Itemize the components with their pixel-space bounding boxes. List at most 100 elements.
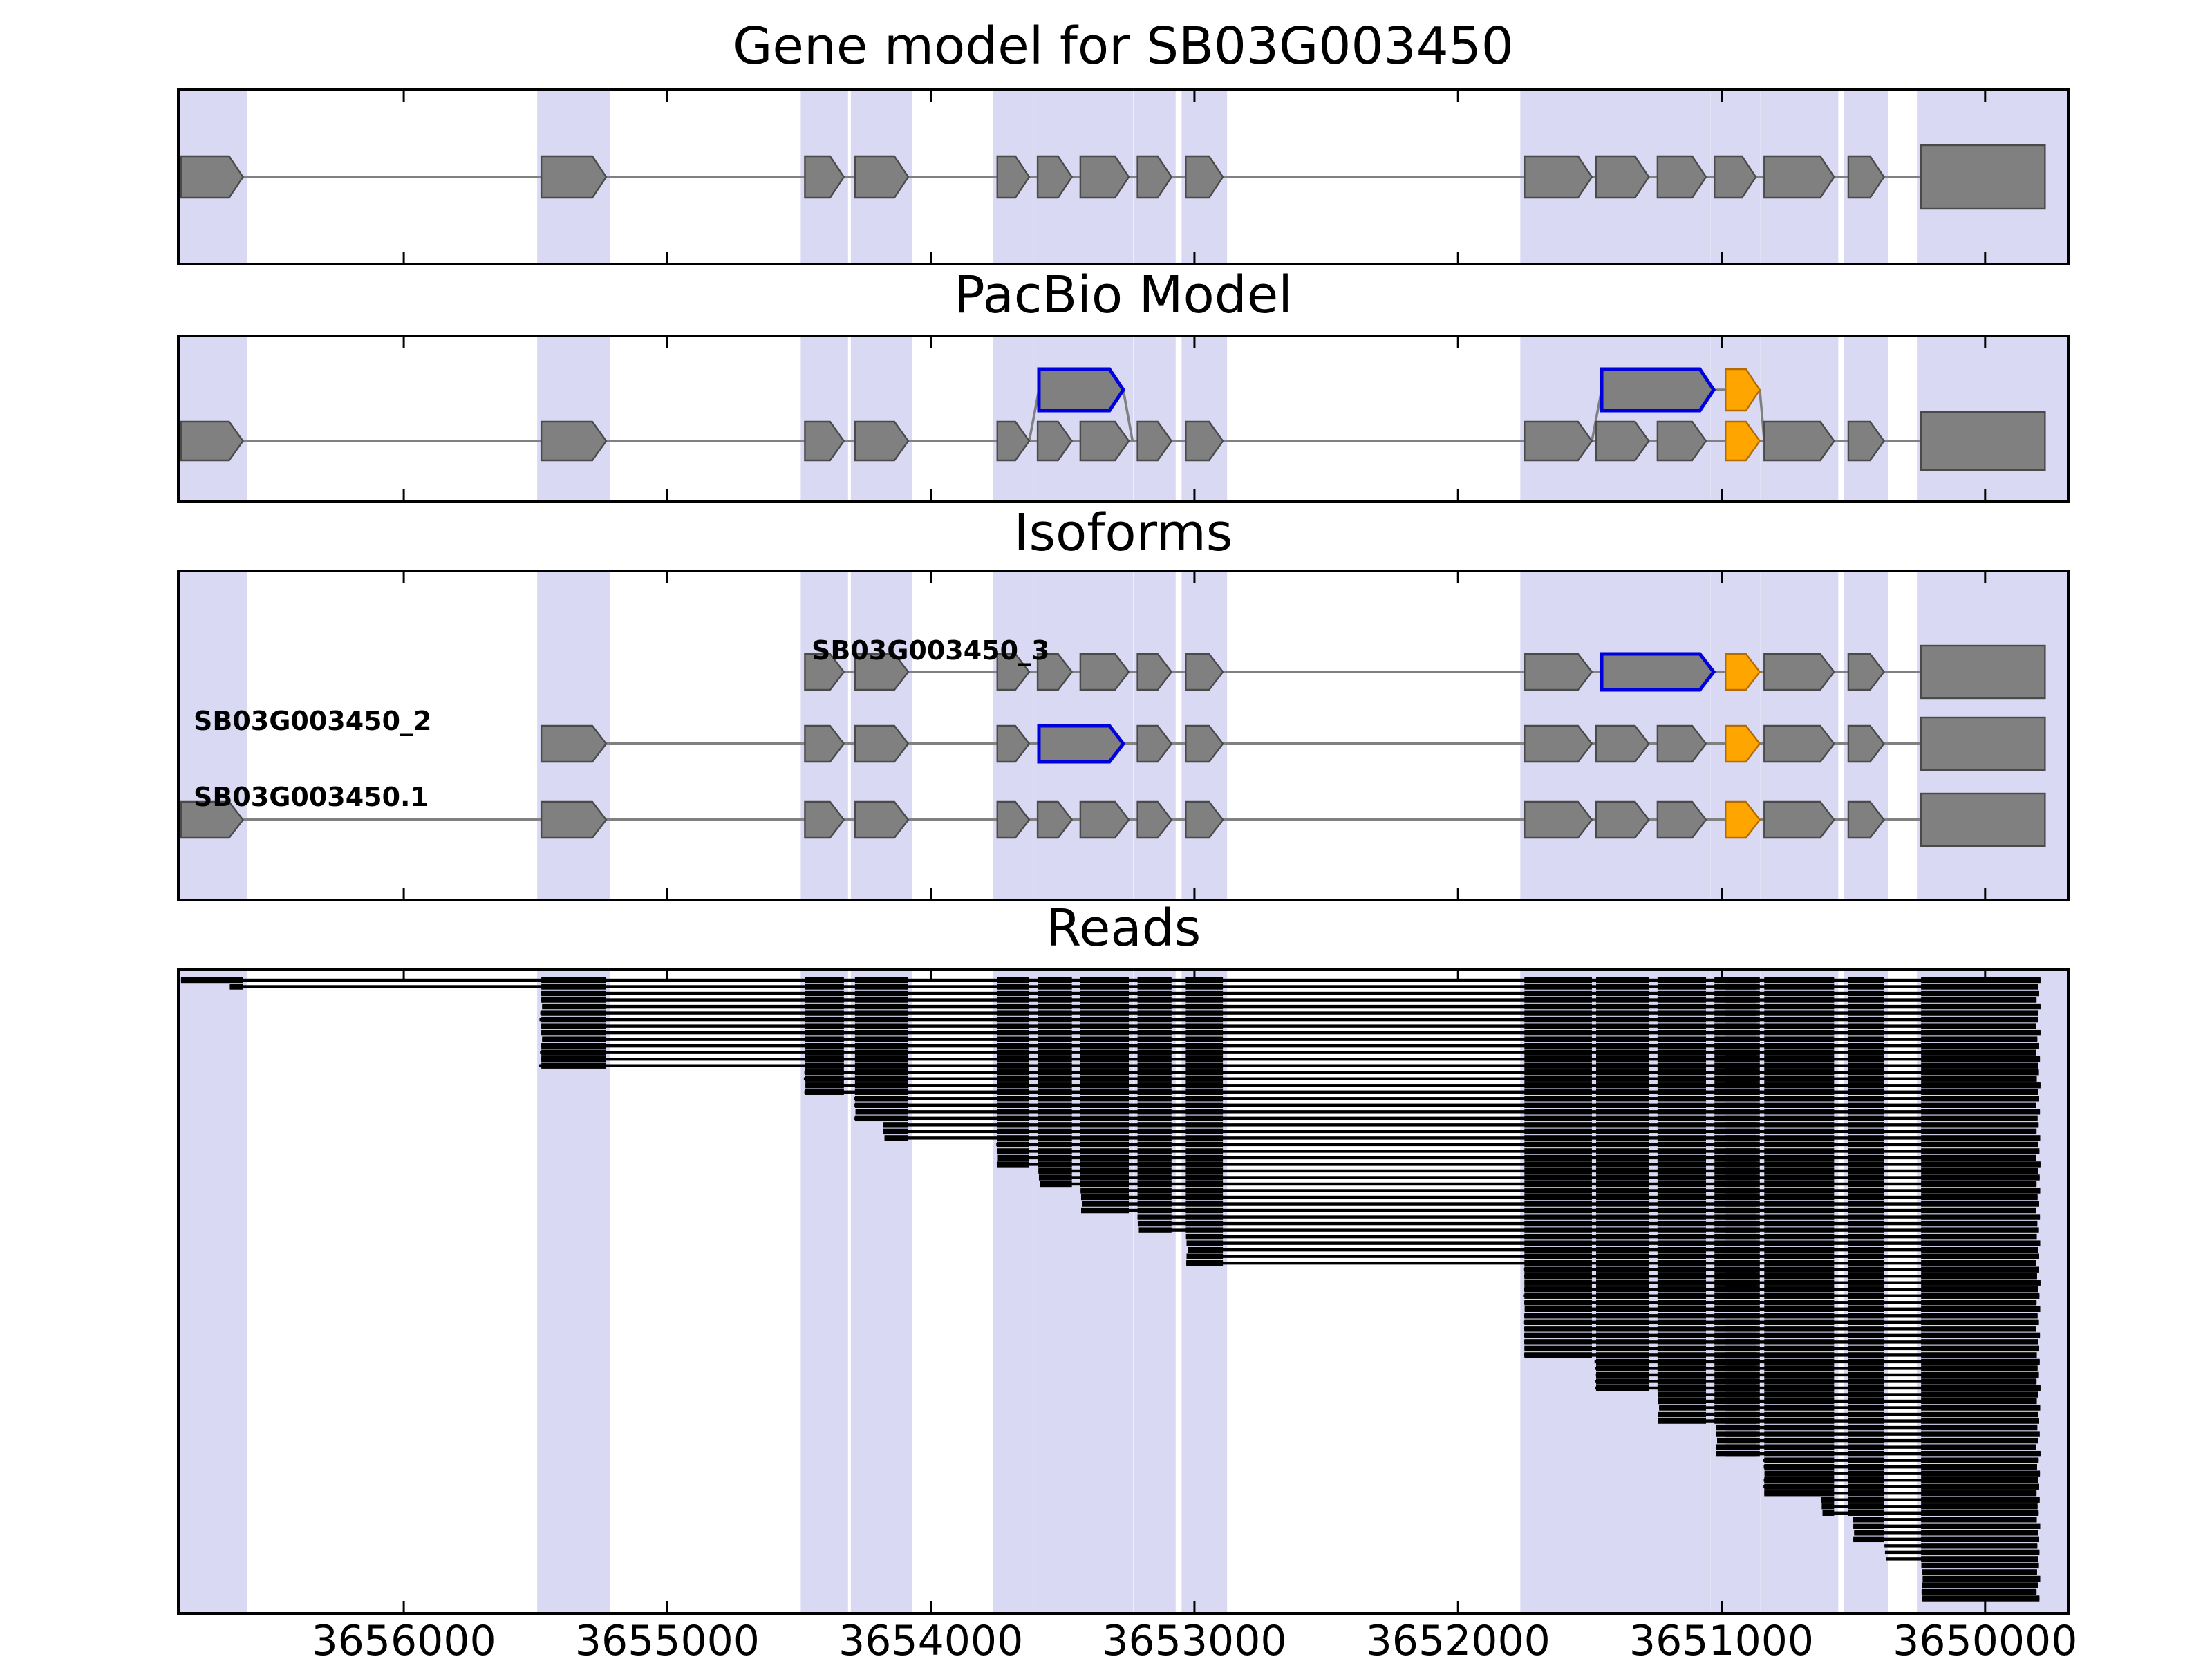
- read-exon-block: [1848, 1207, 1884, 1214]
- exon: [1524, 420, 1593, 462]
- read-exon-block: [1725, 1371, 1760, 1378]
- read-exon-block: [1596, 1102, 1649, 1108]
- read-exon-block: [805, 984, 844, 990]
- read-exon-block: [1725, 1437, 1760, 1444]
- read-exon-block: [1848, 1174, 1884, 1181]
- read-exon-block: [1764, 1378, 1835, 1385]
- read-exon-block: [1921, 1207, 2036, 1214]
- read-exon-block: [1185, 1042, 1224, 1049]
- read-exon-block: [1657, 1214, 1707, 1220]
- read-exon-block: [1524, 1042, 1592, 1049]
- read-exon-block: [541, 1016, 606, 1023]
- read-exon-block: [1764, 1128, 1835, 1135]
- read-exon-block: [1657, 1029, 1707, 1036]
- read-exon-block: [1137, 1201, 1172, 1207]
- read-exon-block: [1764, 1352, 1835, 1358]
- read-exon-block: [1764, 1069, 1835, 1076]
- read-exon-block: [1848, 1411, 1884, 1418]
- read-exon-block: [1921, 1470, 2041, 1477]
- read-exon-block: [1137, 1148, 1172, 1154]
- read-exon-block: [1185, 1174, 1224, 1181]
- read-exon-block: [1137, 1128, 1172, 1135]
- isoform-track-1: [540, 716, 2046, 771]
- read-exon-block: [1725, 1135, 1760, 1141]
- read-exon-block: [1764, 1194, 1835, 1201]
- read-exon-block: [1921, 1556, 2038, 1562]
- read-exon-block: [997, 1089, 1029, 1095]
- read-exon-block: [1137, 1135, 1172, 1141]
- read-exon-block: [1524, 1286, 1592, 1293]
- read-exon-block: [1848, 1109, 1884, 1115]
- read-exon-block: [1764, 1220, 1835, 1227]
- exon: [540, 724, 608, 763]
- read-exon-block: [1658, 1411, 1707, 1418]
- read-exon-block: [1185, 1154, 1224, 1161]
- exon: [1524, 653, 1593, 691]
- exon-terminal: [1920, 644, 2046, 700]
- read-exon-block: [1921, 990, 2039, 997]
- tick-marks: [402, 337, 1987, 500]
- read-exon-block: [805, 1056, 844, 1062]
- read-exon-block: [854, 1062, 908, 1069]
- read-exon-block: [541, 1056, 606, 1062]
- read-exon-block: [1137, 1042, 1172, 1049]
- read-exon-block: [1922, 1569, 2037, 1575]
- exon: [1847, 420, 1885, 462]
- read-exon-block: [1725, 977, 1760, 984]
- read-exon-block: [1137, 977, 1172, 984]
- read-exon-block: [1137, 990, 1172, 997]
- read-exon-block: [1596, 1352, 1649, 1358]
- read-exon-block: [1524, 1326, 1592, 1332]
- panel-pacbio-svg: [180, 337, 2067, 500]
- read-exon-block: [1725, 1293, 1760, 1299]
- exon: [1847, 800, 1885, 839]
- read-exon-block: [1596, 1266, 1649, 1273]
- read-exon-block: [1725, 990, 1760, 997]
- exon: [996, 800, 1031, 839]
- exon: [1763, 724, 1835, 763]
- read-exon-block: [1657, 1246, 1707, 1253]
- read-exon-block: [1596, 1233, 1649, 1240]
- read-exon-block: [1524, 1096, 1592, 1102]
- tick-marks: [402, 91, 1987, 263]
- read-exon-block: [1596, 1188, 1649, 1194]
- read-exon-block: [1596, 1207, 1649, 1214]
- read-exon-block: [1848, 1503, 1884, 1510]
- read-exon-block: [1038, 1029, 1072, 1036]
- read-exon-block: [1848, 1358, 1884, 1365]
- read-exon-block: [1848, 1444, 1884, 1450]
- highlight-band: [1076, 337, 1134, 500]
- read-exon-block: [1080, 1135, 1130, 1141]
- read-exon-block: [1764, 1259, 1835, 1266]
- read-exon-block: [1764, 1253, 1835, 1259]
- read-exon-block: [1725, 1089, 1760, 1095]
- read-exon-block: [1080, 1168, 1130, 1174]
- read-exon-block: [1038, 1161, 1072, 1168]
- read-exon-block: [1764, 1135, 1835, 1141]
- read-exon-block: [854, 1049, 908, 1056]
- read-exon-block: [1848, 1293, 1884, 1299]
- read-exon-block: [1848, 1490, 1884, 1497]
- read-exon-block: [1657, 1365, 1707, 1371]
- read-exon-block: [1848, 1240, 1884, 1246]
- read-exon-block: [1185, 1096, 1224, 1102]
- read-exon-block: [1524, 1010, 1592, 1016]
- read-exon-block: [1848, 1096, 1884, 1102]
- read-exon-block: [1524, 1293, 1592, 1299]
- read-exon-block: [1038, 990, 1072, 997]
- x-tick-label: 3654000: [838, 1618, 1024, 1659]
- read-exon-block: [1596, 1010, 1649, 1016]
- read-exon-block: [1657, 1326, 1707, 1332]
- read-exon-block: [1185, 1010, 1224, 1016]
- read-exon-block: [1524, 1141, 1592, 1148]
- read-exon-block: [1596, 1339, 1649, 1345]
- exon: [1185, 653, 1224, 691]
- read-exon-block: [1764, 1273, 1835, 1280]
- read-exon-block: [1524, 1207, 1592, 1214]
- read-exon-block: [1725, 1253, 1760, 1259]
- read-exon-block: [1725, 1042, 1760, 1049]
- read-exon-block: [1764, 1385, 1835, 1391]
- read-exon-block: [1524, 1339, 1592, 1345]
- read-exon-block: [805, 1089, 844, 1095]
- read-exon-block: [883, 1128, 908, 1135]
